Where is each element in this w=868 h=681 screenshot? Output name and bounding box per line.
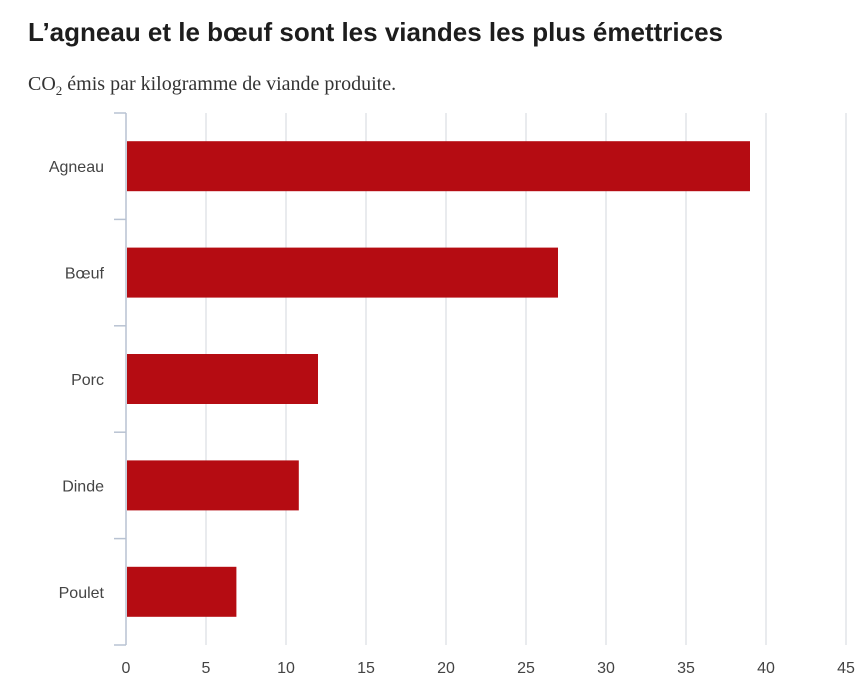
category-label: Agneau	[49, 159, 104, 176]
x-tick-label: 45	[837, 660, 855, 677]
x-tick-label: 20	[437, 660, 455, 677]
subtitle-text: émis par kilogramme de viande produite.	[62, 73, 397, 95]
x-tick-label: 5	[202, 660, 211, 677]
x-tick-label: 10	[277, 660, 295, 677]
category-label: Porc	[71, 372, 104, 389]
x-tick-label: 30	[597, 660, 615, 677]
bar-2	[127, 354, 318, 404]
category-label: Dinde	[62, 478, 104, 495]
x-tick-label: 35	[677, 660, 695, 677]
x-tick-label: 0	[122, 660, 131, 677]
gridlines	[205, 113, 847, 645]
x-tick-label: 25	[517, 660, 535, 677]
x-tick-label: 15	[357, 660, 375, 677]
bars	[127, 141, 750, 617]
bar-4	[127, 566, 237, 617]
category-label: Poulet	[59, 585, 105, 602]
chart-title: L’agneau et le bœuf sont les viandes les…	[28, 17, 723, 47]
x-tick-label: 40	[757, 660, 775, 677]
bar-1	[127, 247, 558, 298]
bar-0	[127, 141, 750, 192]
bar-3	[127, 460, 299, 511]
axes	[114, 112, 127, 646]
chart-subtitle: CO2 émis par kilogramme de viande produi…	[28, 70, 396, 98]
subtitle-subscript: 2	[55, 83, 63, 98]
labels: 0 5 10 15 20 25 30 35 40 45 Agneau Bœuf Porc Dinde Pou…	[49, 159, 855, 677]
subtitle-co: CO	[28, 73, 56, 95]
category-label: Bœuf	[65, 266, 105, 283]
